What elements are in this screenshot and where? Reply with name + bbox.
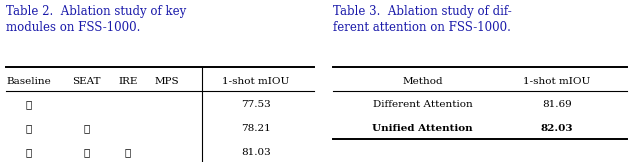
Text: 78.21: 78.21 (241, 124, 271, 133)
Text: Table 2.  Ablation study of key
modules on FSS-1000.: Table 2. Ablation study of key modules o… (6, 5, 187, 34)
Text: ✓: ✓ (26, 100, 32, 110)
Text: Method: Method (402, 76, 443, 86)
Text: 77.53: 77.53 (241, 100, 271, 110)
Text: 1-shot mIOU: 1-shot mIOU (222, 76, 290, 86)
Text: 81.69: 81.69 (542, 100, 572, 110)
Text: SEAT: SEAT (72, 76, 100, 86)
Text: 1-shot mIOU: 1-shot mIOU (523, 76, 591, 86)
Text: Baseline: Baseline (6, 76, 51, 86)
Text: ✓: ✓ (83, 148, 90, 157)
Text: Table 3.  Ablation study of dif-
ferent attention on FSS-1000.: Table 3. Ablation study of dif- ferent a… (333, 5, 511, 34)
Text: 81.03: 81.03 (241, 148, 271, 157)
Text: Different Attention: Different Attention (372, 100, 472, 110)
Text: ✓: ✓ (26, 124, 32, 133)
Text: MPS: MPS (154, 76, 179, 86)
Text: Unified Attention: Unified Attention (372, 124, 473, 133)
Text: 82.03: 82.03 (541, 124, 573, 133)
Text: ✓: ✓ (83, 124, 90, 133)
Text: ✓: ✓ (26, 148, 32, 157)
Text: IRE: IRE (118, 76, 138, 86)
Text: ✓: ✓ (125, 148, 131, 157)
